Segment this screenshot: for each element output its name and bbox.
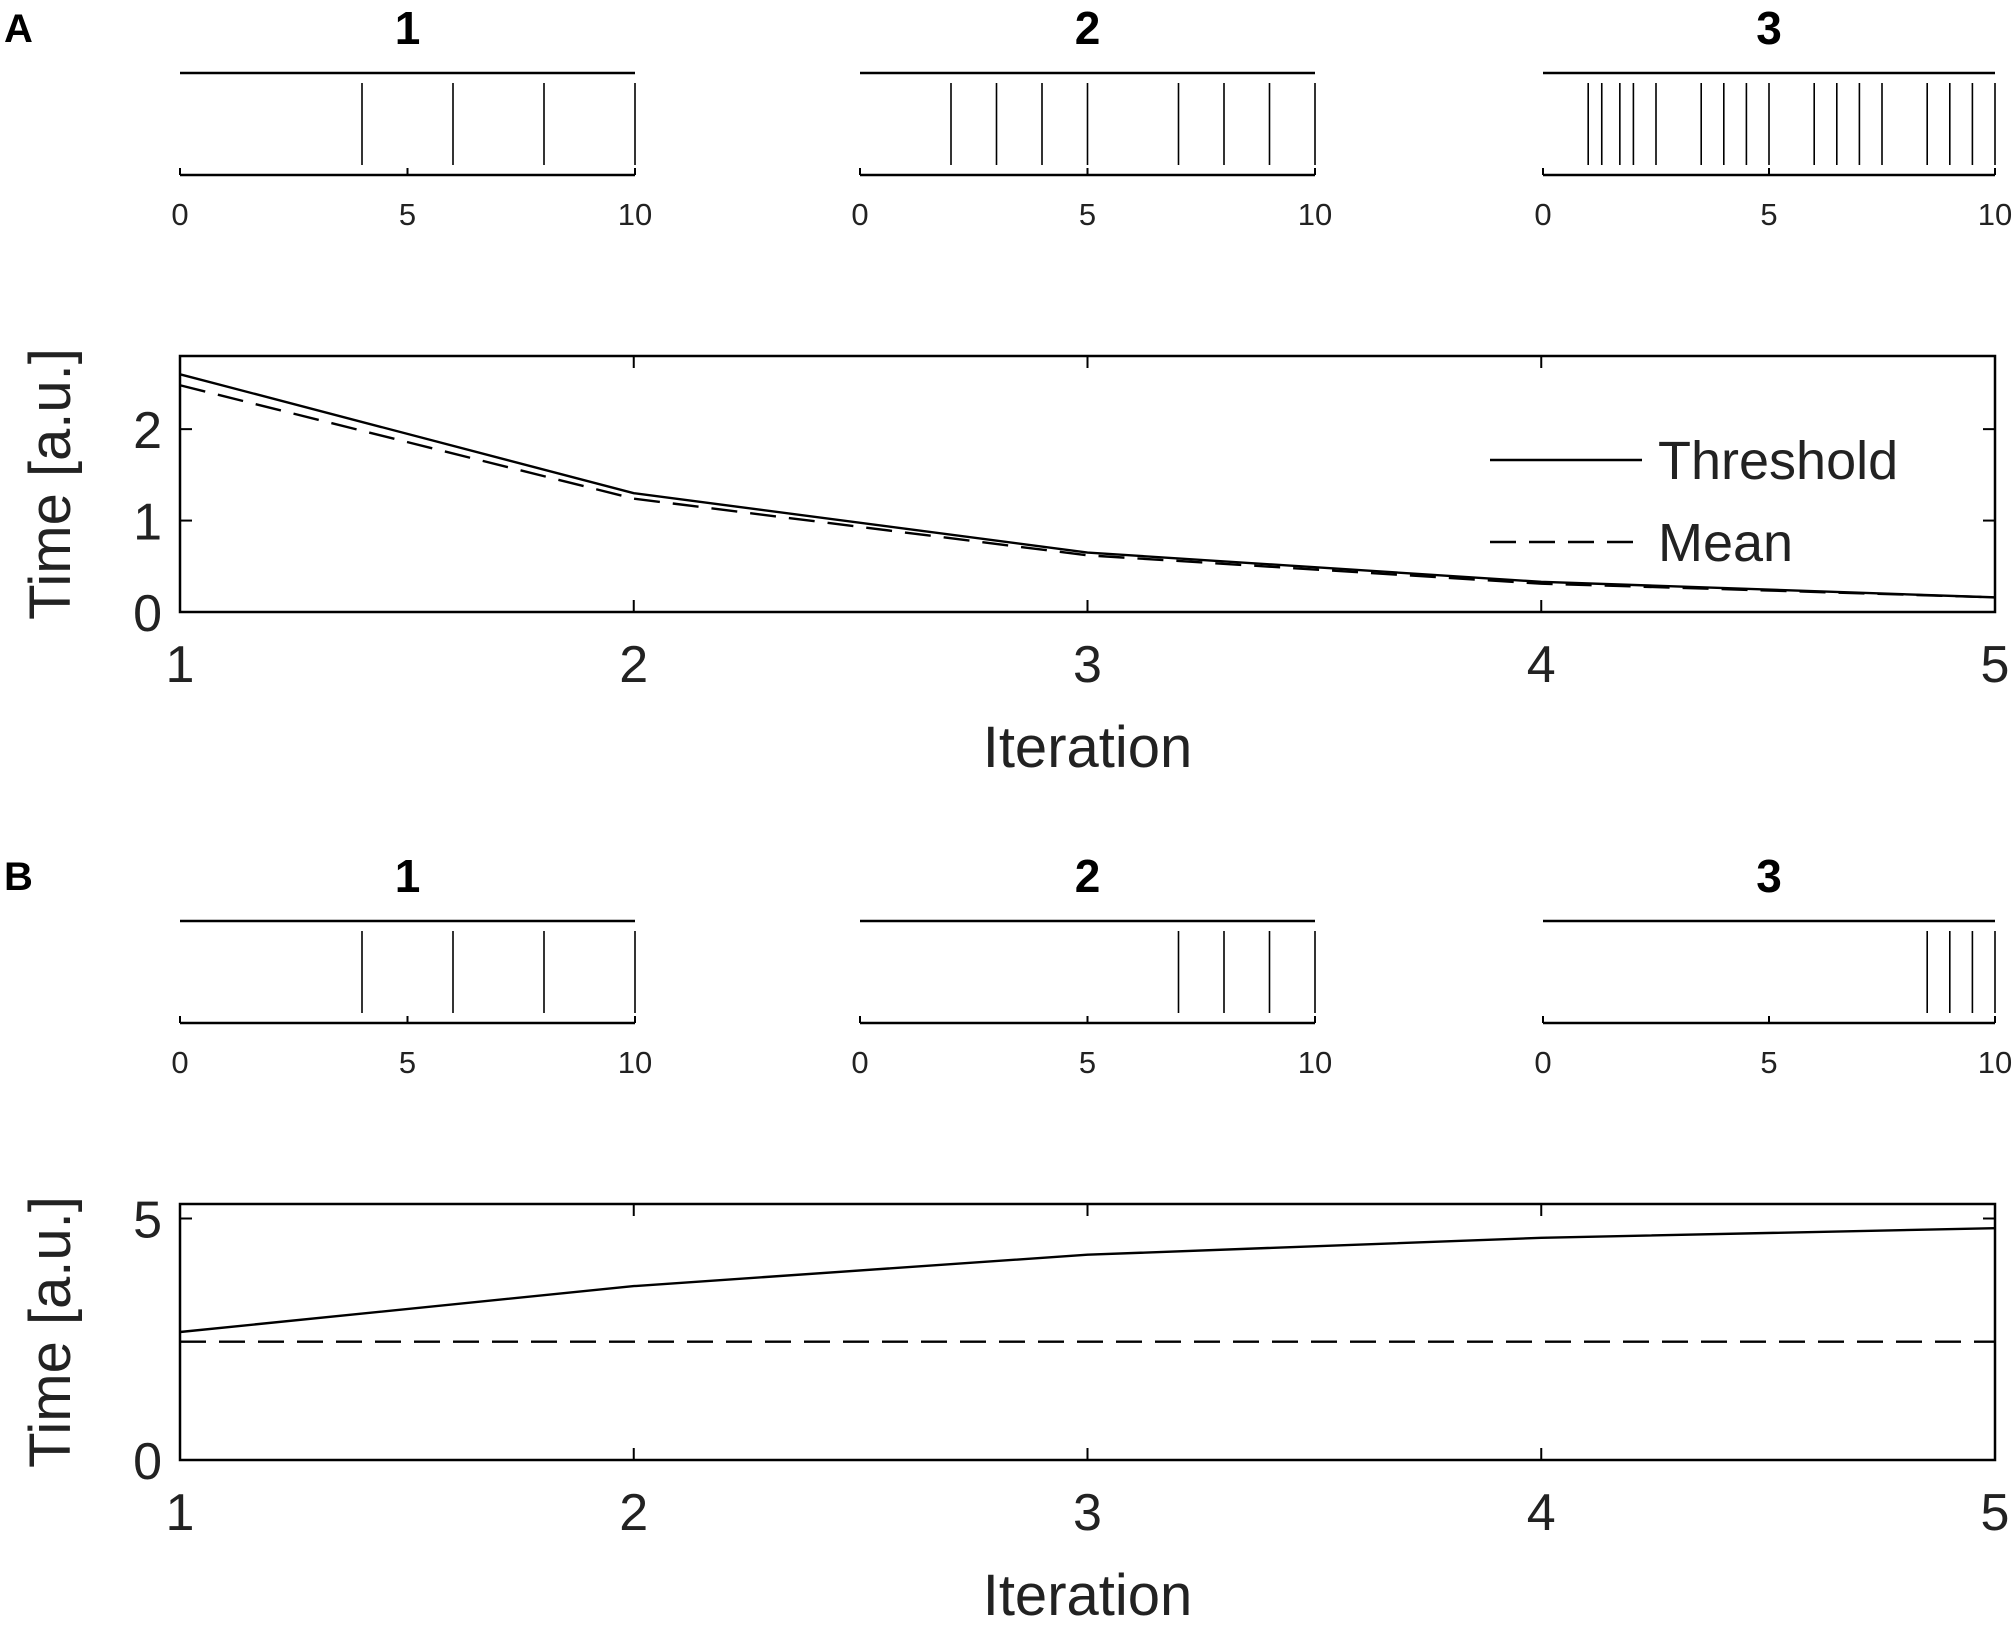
raster-title: 2 [1075,2,1101,54]
y-tick-label: 5 [133,1191,162,1249]
raster-tick-label: 0 [1534,197,1551,232]
x-tick-label: 5 [1981,636,2010,694]
panel-letter: B [4,855,33,899]
raster-plot-3: 3 0 5 10 [1534,850,2012,1080]
x-tick-label: 1 [166,636,195,694]
raster-tick-label: 5 [1079,197,1096,232]
series-threshold-line [179,373,1996,599]
raster-tick-label: 10 [1298,1045,1332,1080]
raster-tick-label: 0 [1534,1045,1551,1080]
raster-tick-label: 0 [851,1045,868,1080]
legend: Threshold Mean [1490,431,1898,573]
raster-tick-label: 0 [171,197,188,232]
raster-title: 2 [1075,850,1101,902]
x-tick-label: 3 [1073,1484,1102,1542]
y-tick-label: 0 [133,585,162,643]
raster-title: 1 [395,850,421,902]
raster-tick-label: 0 [851,197,868,232]
raster-tick-label: 5 [399,197,416,232]
raster-title: 1 [395,2,421,54]
raster-plot-2: 2 0 5 10 [851,850,1332,1080]
raster-plot-3: 3 0 5 10 [1534,2,2012,232]
y-tick-label: 0 [133,1433,162,1491]
x-tick-label: 1 [166,1484,195,1542]
raster-plot-1: 10 5 10 [171,2,652,232]
x-tick-label: 4 [1527,636,1556,694]
x-tick-label: 3 [1073,636,1102,694]
raster-tick-label: 5 [1760,197,1777,232]
raster-tick-label: 10 [618,1045,652,1080]
panel-letter: A [4,7,33,51]
y-axis-label: Time [a.u.] [18,1196,83,1468]
raster-plot-2: 2 0 5 10 [851,2,1332,232]
series-solid-line [179,1226,1996,1334]
x-tick-label: 2 [619,1484,648,1542]
raster-title: 3 [1756,2,1782,54]
raster-tick-label: 0 [171,1045,188,1080]
raster-tick-label: 10 [1298,197,1332,232]
legend-label-mean: Mean [1658,513,1793,573]
x-tick-label: 4 [1527,1484,1556,1542]
raster-tick-label: 5 [1760,1045,1777,1080]
legend-label-threshold: Threshold [1658,431,1898,491]
x-tick-label: 2 [619,636,648,694]
raster-tick-label: 10 [618,197,652,232]
raster-tick-label: 10 [1978,1045,2012,1080]
series-mean-line [179,384,1996,599]
y-tick-label: 1 [133,494,162,552]
x-tick-label: 5 [1981,1484,2010,1542]
raster-tick-label: 5 [1079,1045,1096,1080]
raster-title: 3 [1756,850,1782,902]
y-axis-label: Time [a.u.] [18,348,83,620]
x-axis-label: Iteration [983,715,1193,780]
raster-tick-label: 5 [399,1045,416,1080]
raster-tick-label: 10 [1978,197,2012,232]
y-tick-label: 2 [133,402,162,460]
plot-frame [178,1202,1997,1462]
x-axis-label: Iteration [983,1563,1193,1628]
line-chart: 1 2 3 4 5 0 5 Iteration Time [a.u.] [18,1191,2009,1628]
raster-plot-1: 10 5 10 [171,850,652,1080]
